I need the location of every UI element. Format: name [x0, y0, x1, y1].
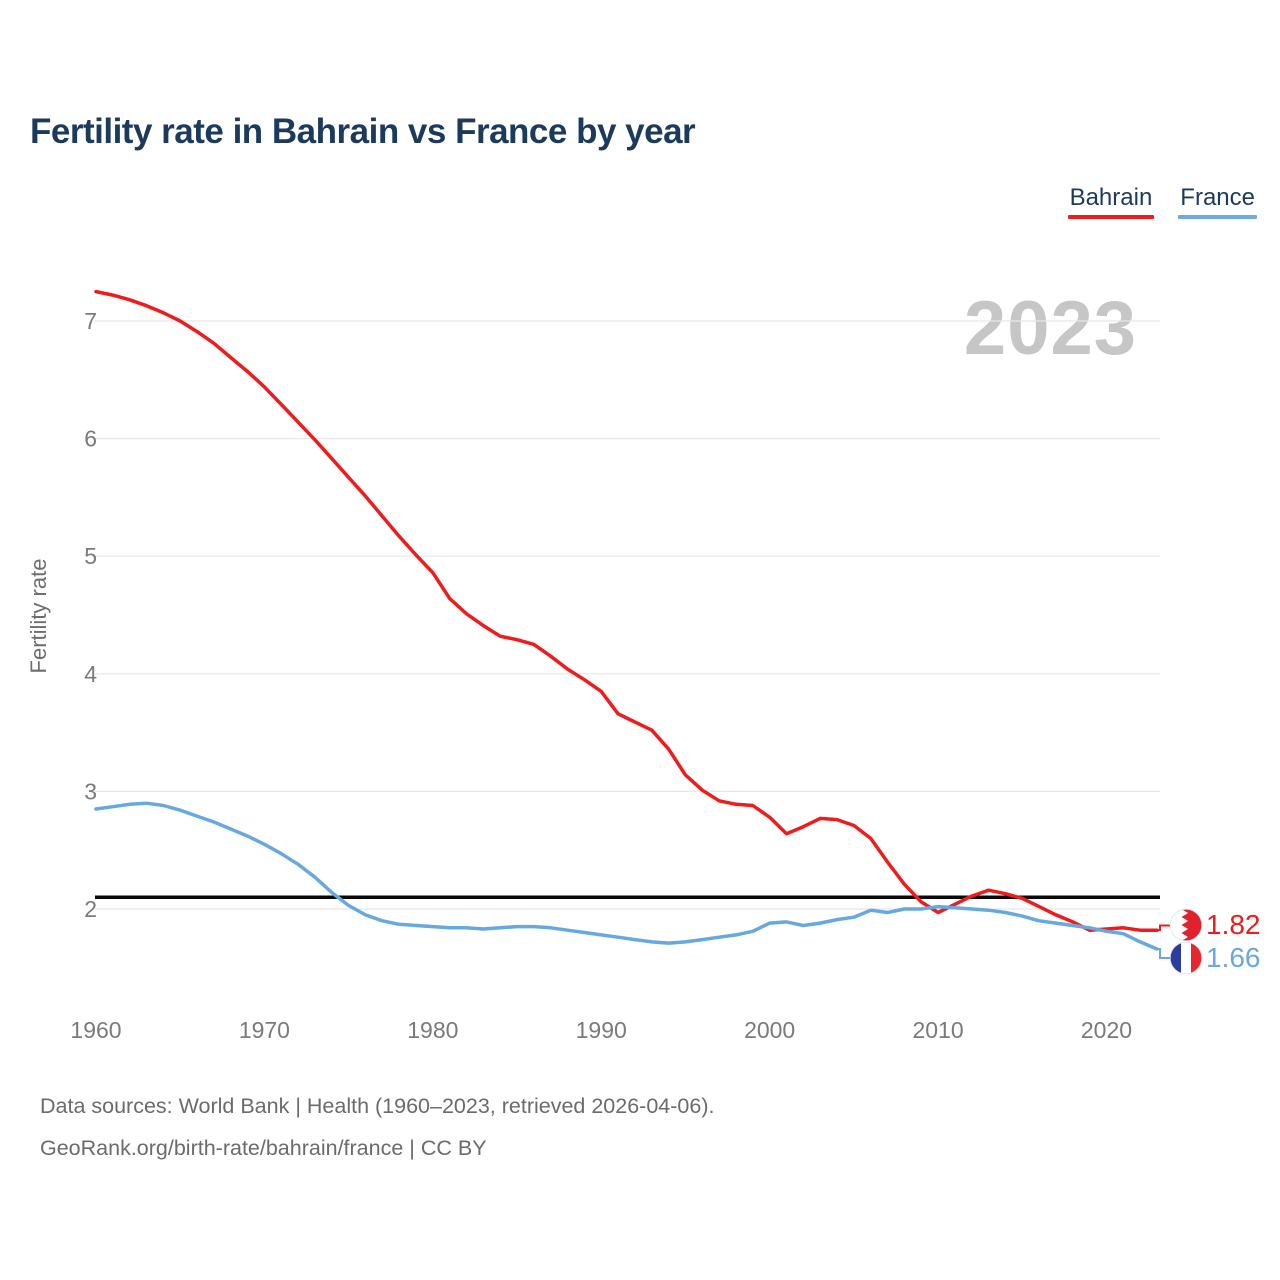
bahrain-flag-icon	[1170, 909, 1202, 941]
svg-text:1960: 1960	[70, 1017, 121, 1043]
france-end-value: 1.66	[1206, 942, 1261, 973]
svg-text:2020: 2020	[1081, 1017, 1132, 1043]
bahrain-end-value: 1.82	[1206, 909, 1261, 940]
france-connector	[1156, 948, 1170, 959]
svg-text:2: 2	[84, 896, 97, 922]
gridlines-and-ticks: 2 3 4 5 6 7 1960 1970 1980 1990 2000 2010 2020	[70, 308, 1160, 1043]
bahrain-flag-border	[1169, 908, 1203, 942]
france-flag-icon	[1170, 942, 1202, 974]
legend: Bahrain France	[1067, 184, 1257, 219]
legend-swatch-france	[1178, 215, 1257, 219]
svg-text:5: 5	[84, 543, 97, 569]
legend-item-france[interactable]: France	[1178, 184, 1257, 219]
svg-text:3: 3	[84, 778, 97, 804]
svg-text:1970: 1970	[239, 1017, 290, 1043]
legend-label-bahrain: Bahrain	[1069, 184, 1153, 211]
legend-item-bahrain[interactable]: Bahrain	[1067, 184, 1155, 219]
page-title: Fertility rate in Bahrain vs France by y…	[30, 112, 696, 151]
end-annotations: 1.82 1.66	[1156, 908, 1261, 975]
svg-text:6: 6	[84, 426, 97, 452]
svg-text:1980: 1980	[407, 1017, 458, 1043]
legend-swatch-bahrain	[1067, 215, 1155, 219]
bahrain-connector	[1156, 924, 1170, 931]
source-line-2: GeoRank.org/birth-rate/bahrain/france | …	[40, 1135, 487, 1160]
svg-text:7: 7	[84, 308, 97, 334]
svg-text:4: 4	[84, 661, 97, 687]
legend-label-france: France	[1180, 184, 1255, 211]
source-footer: Data sources: World Bank | Health (1960–…	[40, 1086, 714, 1170]
svg-text:2010: 2010	[912, 1017, 963, 1043]
y-axis-title: Fertility rate	[26, 559, 51, 674]
france-flag-border	[1169, 941, 1203, 975]
data-series	[94, 289, 1159, 951]
source-line-1: Data sources: World Bank | Health (1960–…	[40, 1094, 715, 1118]
svg-text:1990: 1990	[576, 1017, 627, 1043]
watermark-year: 2023	[964, 286, 1137, 371]
svg-text:2000: 2000	[744, 1017, 795, 1043]
